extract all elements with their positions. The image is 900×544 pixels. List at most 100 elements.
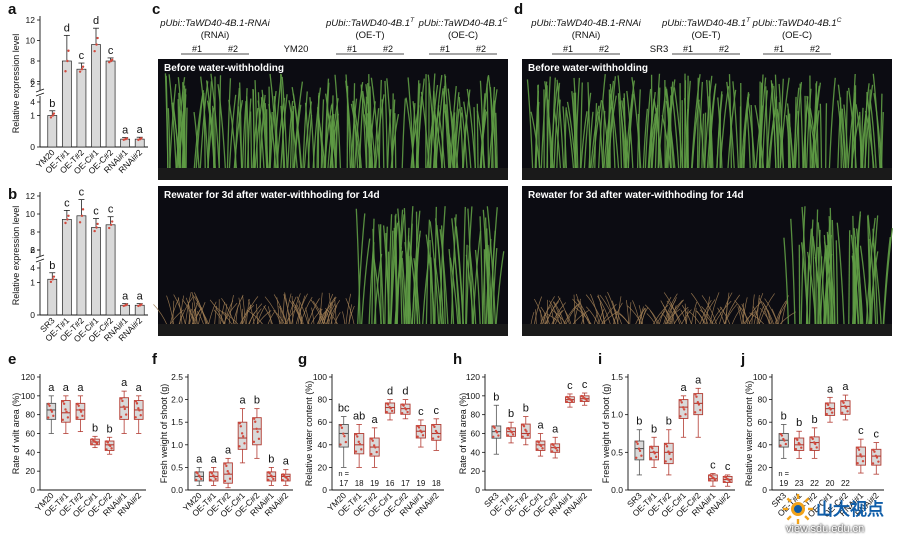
data-point — [225, 465, 227, 467]
data-point — [785, 443, 787, 445]
construct-name: pUbi::TaWD40-4B.1C — [752, 17, 842, 29]
data-point — [683, 408, 685, 410]
plant-leaf — [409, 256, 410, 326]
data-point — [198, 474, 200, 476]
plant-leaf — [682, 100, 683, 170]
data-point — [571, 400, 573, 402]
y-tick-label: 80 — [318, 395, 328, 405]
data-point — [224, 462, 226, 464]
y-tick-label: 0 — [30, 142, 35, 152]
data-point — [376, 451, 378, 453]
data-point — [667, 450, 669, 452]
construct-superscript: T — [410, 17, 415, 24]
significance-letter: a — [225, 444, 232, 456]
data-point — [140, 137, 142, 139]
y-tick-label: 12 — [26, 191, 36, 201]
data-point — [432, 437, 434, 439]
data-point — [522, 423, 524, 425]
significance-letter: a — [842, 381, 849, 393]
data-point — [401, 403, 403, 405]
plant-leaf — [293, 106, 294, 170]
data-point — [66, 60, 68, 62]
data-point — [668, 453, 670, 455]
data-point — [492, 425, 494, 427]
construct-abbrev: (OE-C) — [448, 30, 478, 41]
data-point — [694, 393, 696, 395]
data-point — [416, 435, 418, 437]
y-tick-label: 2.5 — [171, 372, 183, 382]
data-point — [95, 226, 97, 228]
data-point — [238, 445, 240, 447]
panel-letter-b: b — [8, 186, 17, 203]
data-point — [639, 450, 641, 452]
significance-letter: a — [372, 414, 379, 426]
data-point — [437, 436, 439, 438]
replicate-label: #2 — [599, 44, 609, 54]
data-point — [406, 411, 408, 413]
data-point — [355, 433, 357, 435]
construct-name: pUbi::TaWD40-4B.1T — [325, 17, 415, 29]
data-point — [253, 418, 255, 420]
replicate-label: #1 — [440, 44, 450, 54]
data-point — [386, 402, 388, 404]
data-point — [62, 419, 64, 421]
data-point — [697, 401, 699, 403]
data-point — [507, 427, 509, 429]
data-point — [681, 401, 683, 403]
significance-letter: c — [64, 197, 70, 209]
data-point — [93, 230, 95, 232]
pot-row — [522, 324, 892, 336]
data-point — [798, 442, 800, 444]
bar — [62, 61, 71, 147]
data-point — [709, 474, 711, 476]
watermark: 山大视点 view.sdu.edu.cn — [778, 489, 896, 539]
n-value: 18 — [432, 479, 441, 488]
data-point — [495, 430, 497, 432]
y-axis-label: Fresh weight of shoot (g) — [601, 384, 611, 484]
plant-leaf — [392, 93, 393, 170]
significance-letter: c — [567, 380, 573, 392]
construct-superscript: C — [837, 17, 842, 24]
y-tick-label: 1.0 — [611, 410, 623, 420]
data-point — [50, 409, 52, 411]
data-point — [554, 446, 556, 448]
data-point — [134, 416, 136, 418]
y-tick-label: 10 — [26, 209, 36, 219]
data-point — [95, 43, 97, 45]
pot-row — [522, 168, 892, 180]
data-point — [272, 478, 274, 480]
y-tick-label: 10 — [26, 36, 36, 46]
replicate-label: #1 — [192, 44, 202, 54]
data-point — [551, 450, 553, 452]
data-point — [580, 400, 582, 402]
y-tick-label: 0.0 — [611, 485, 623, 495]
data-point — [856, 462, 858, 464]
watermark-name: 山大视点 — [816, 495, 884, 520]
y-tick-label: 0.0 — [171, 485, 183, 495]
data-point — [53, 112, 55, 114]
data-point — [537, 440, 539, 442]
data-point — [125, 413, 127, 415]
significance-letter: d — [402, 386, 408, 398]
data-point — [93, 440, 95, 442]
y-tick-label: 120 — [466, 372, 480, 382]
data-point — [826, 402, 828, 404]
significance-letter: a — [121, 377, 128, 389]
data-point — [432, 424, 434, 426]
y-tick-label: 20 — [758, 462, 768, 472]
y-tick-label: 60 — [318, 417, 328, 427]
data-point — [64, 70, 66, 72]
y-tick-label: 40 — [318, 440, 328, 450]
data-point — [79, 221, 81, 223]
data-point — [497, 434, 499, 436]
data-point — [267, 471, 269, 473]
data-point — [242, 435, 244, 437]
significance-letter: d — [387, 386, 393, 398]
data-point — [435, 430, 437, 432]
data-point — [120, 416, 122, 418]
n-prefix: n = — [778, 469, 789, 478]
plant-leaf — [688, 109, 689, 170]
